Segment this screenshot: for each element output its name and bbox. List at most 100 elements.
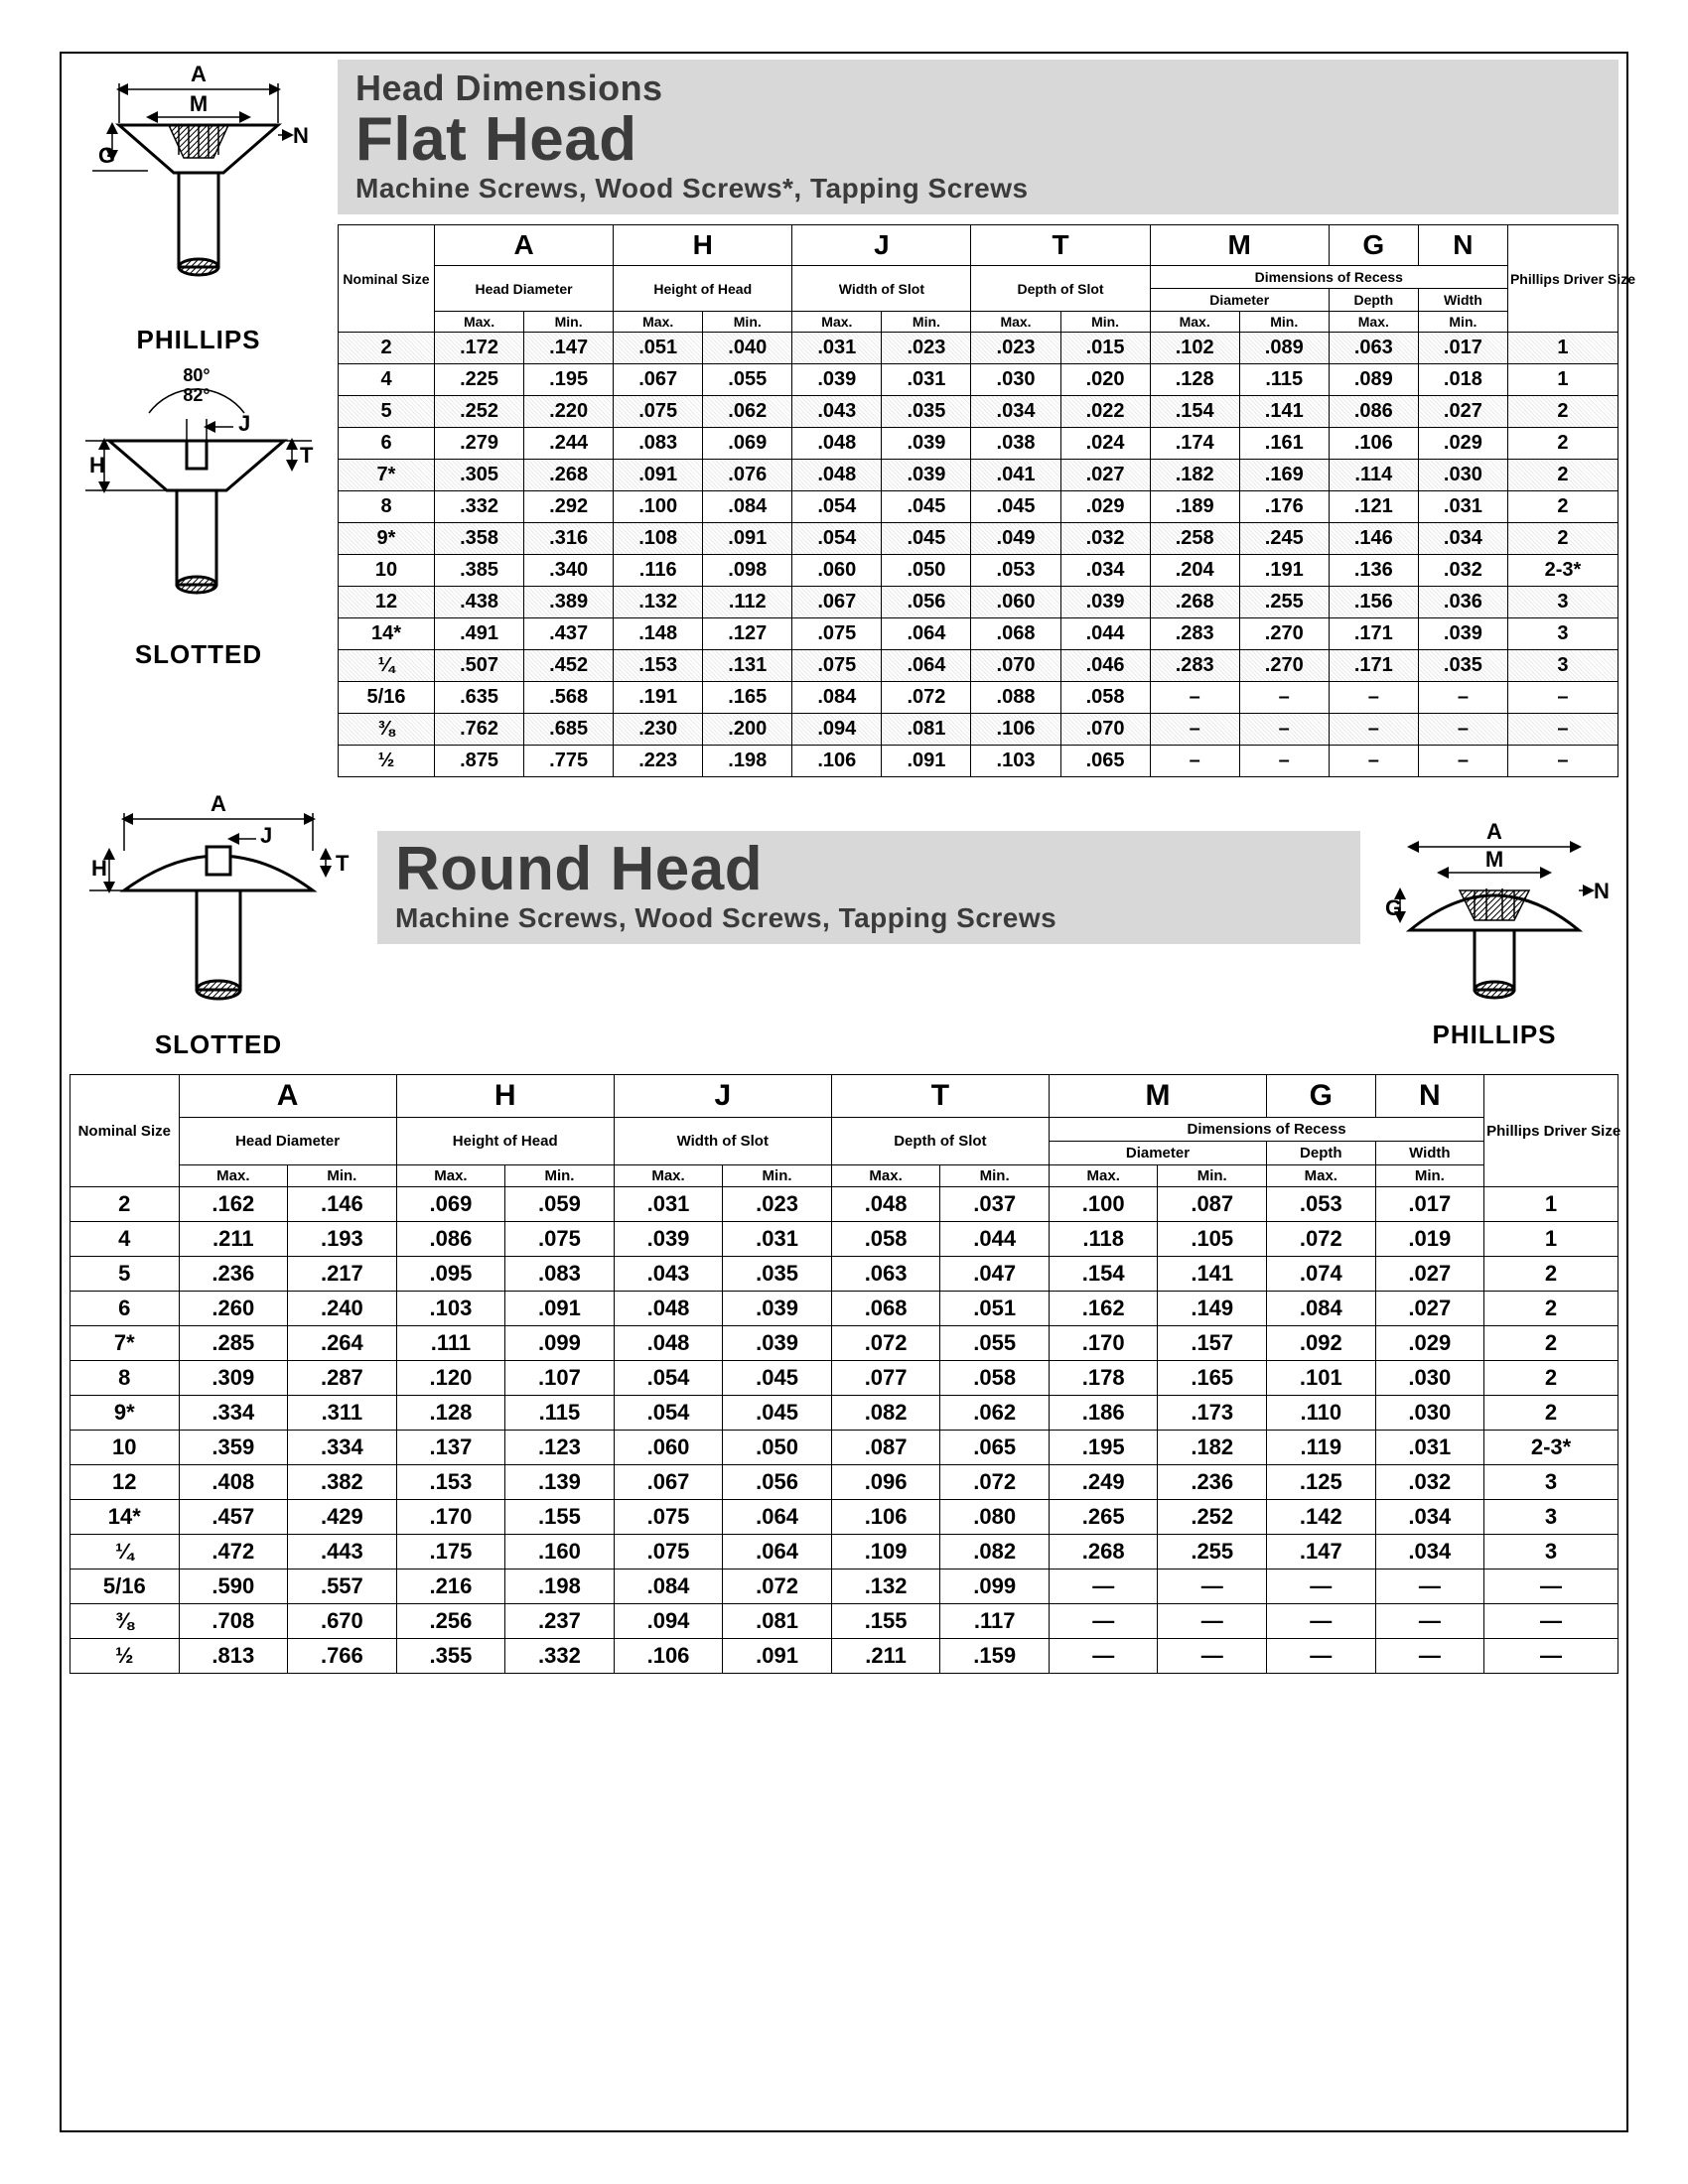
cell-value: .334: [288, 1431, 397, 1465]
cell-value: .076: [703, 460, 792, 491]
cell-driver: 2: [1507, 491, 1618, 523]
cell-size: 2: [339, 333, 435, 364]
cell-driver: —: [1484, 1639, 1618, 1674]
cell-value: .043: [792, 396, 882, 428]
cell-value: .044: [1060, 618, 1150, 650]
cell-value: .670: [288, 1604, 397, 1639]
cell-value: .017: [1375, 1187, 1484, 1222]
cell-value: .017: [1418, 333, 1507, 364]
cell-value: .268: [524, 460, 614, 491]
cell-value: .031: [614, 1187, 723, 1222]
cell-value: .635: [435, 682, 524, 714]
cell-value: .051: [614, 333, 703, 364]
cell-value: .149: [1158, 1292, 1267, 1326]
cell-value: .046: [1060, 650, 1150, 682]
cell-value: .103: [971, 746, 1060, 777]
cell-value: .060: [614, 1431, 723, 1465]
cell-value: .089: [1329, 364, 1418, 396]
cell-value: .875: [435, 746, 524, 777]
cell-value: .270: [1239, 650, 1329, 682]
cell-value: .225: [435, 364, 524, 396]
table-row: 2.162.146.069.059.031.023.048.037.100.08…: [70, 1187, 1618, 1222]
flat-head-heading: Head Dimensions Flat Head Machine Screws…: [338, 60, 1618, 214]
cell-size: 4: [70, 1222, 180, 1257]
cell-driver: 1: [1484, 1222, 1618, 1257]
cell-driver: 3: [1507, 587, 1618, 618]
cell-value: .105: [1158, 1222, 1267, 1257]
cell-value: .268: [1049, 1535, 1158, 1570]
col-nominal-size: Nominal Size: [339, 225, 435, 333]
cell-value: .035: [723, 1257, 832, 1292]
cell-value: .685: [524, 714, 614, 746]
cell-value: .283: [1150, 618, 1239, 650]
cell-value: .032: [1060, 523, 1150, 555]
cell-driver: —: [1484, 1570, 1618, 1604]
table-row: 5/16.590.557.216.198.084.072.132.099————…: [70, 1570, 1618, 1604]
cell-value: .027: [1375, 1257, 1484, 1292]
table-row: 4.211.193.086.075.039.031.058.044.118.10…: [70, 1222, 1618, 1257]
cell-size: ½: [70, 1639, 180, 1674]
cell-value: .091: [723, 1639, 832, 1674]
cell-value: .127: [703, 618, 792, 650]
cell-size: 12: [339, 587, 435, 618]
cell-value: .153: [396, 1465, 505, 1500]
cell-value: .030: [1375, 1361, 1484, 1396]
svg-text:M: M: [1485, 847, 1503, 872]
cell-value: .106: [1329, 428, 1418, 460]
cell-value: .147: [524, 333, 614, 364]
cell-value: .114: [1329, 460, 1418, 491]
table-row: 9*.358.316.108.091.054.045.049.032.258.2…: [339, 523, 1618, 555]
cell-value: .098: [703, 555, 792, 587]
cell-value: .045: [723, 1361, 832, 1396]
cell-value: .036: [1418, 587, 1507, 618]
cell-value: .040: [703, 333, 792, 364]
cell-value: .060: [971, 587, 1060, 618]
cell-value: .117: [940, 1604, 1050, 1639]
cell-value: .100: [1049, 1187, 1158, 1222]
cell-value: .236: [179, 1257, 288, 1292]
cell-value: .252: [1158, 1500, 1267, 1535]
cell-value: .316: [524, 523, 614, 555]
cell-value: .045: [882, 491, 971, 523]
cell-size: 6: [339, 428, 435, 460]
cell-value: .260: [179, 1292, 288, 1326]
cell-value: .108: [614, 523, 703, 555]
cell-value: –: [1418, 746, 1507, 777]
cell-value: .064: [723, 1535, 832, 1570]
svg-text:N: N: [293, 123, 309, 148]
cell-size: 2: [70, 1187, 180, 1222]
cell-value: .068: [971, 618, 1060, 650]
cell-value: .128: [1150, 364, 1239, 396]
flat-head-subtitle: Machine Screws, Wood Screws*, Tapping Sc…: [355, 173, 1601, 205]
cell-value: .240: [288, 1292, 397, 1326]
flat-slotted-diagram: 80° 82° J H T: [79, 363, 318, 631]
cell-driver: 3: [1484, 1465, 1618, 1500]
cell-driver: 1: [1507, 364, 1618, 396]
cell-value: .309: [179, 1361, 288, 1396]
cell-value: —: [1049, 1639, 1158, 1674]
cell-size: ½: [339, 746, 435, 777]
table-row: 4.225.195.067.055.039.031.030.020.128.11…: [339, 364, 1618, 396]
cell-value: —: [1375, 1570, 1484, 1604]
cell-value: .121: [1329, 491, 1418, 523]
cell-value: .027: [1418, 396, 1507, 428]
cell-value: .065: [940, 1431, 1050, 1465]
cell-driver: 2: [1507, 460, 1618, 491]
cell-value: .141: [1158, 1257, 1267, 1292]
cell-size: 12: [70, 1465, 180, 1500]
cell-value: .054: [792, 523, 882, 555]
cell-driver: 2: [1507, 428, 1618, 460]
cell-value: .032: [1418, 555, 1507, 587]
cell-value: .035: [882, 396, 971, 428]
cell-value: .115: [1239, 364, 1329, 396]
svg-text:A: A: [211, 791, 226, 816]
cell-value: .141: [1239, 396, 1329, 428]
cell-value: .031: [723, 1222, 832, 1257]
cell-value: .443: [288, 1535, 397, 1570]
cell-value: .023: [882, 333, 971, 364]
cell-value: .109: [831, 1535, 940, 1570]
cell-value: .106: [614, 1639, 723, 1674]
cell-value: .173: [1158, 1396, 1267, 1431]
svg-text:T: T: [336, 851, 350, 876]
cell-value: .245: [1239, 523, 1329, 555]
